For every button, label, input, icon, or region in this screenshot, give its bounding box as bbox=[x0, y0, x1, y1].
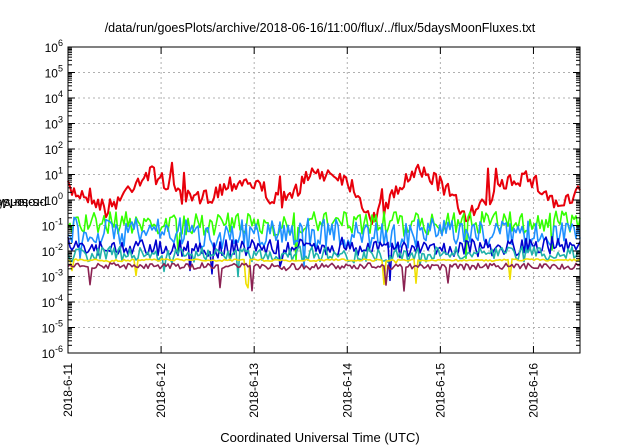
series-line-3 bbox=[67, 216, 581, 269]
series-line-1 bbox=[67, 161, 581, 225]
series-line-6 bbox=[67, 258, 581, 289]
y-tick-label: 104 bbox=[45, 89, 63, 106]
x-tick-label: 2018-6-14 bbox=[340, 363, 354, 418]
y-tick-labels: 10-6 10-5 10-4 10-3 10-2 10-1 100 101 102 103 104 1… bbox=[42, 38, 63, 361]
y-tick-label: 10-6 bbox=[42, 344, 63, 361]
y-tick-label: 101 bbox=[45, 166, 63, 183]
y-tick-label: 10-3 bbox=[42, 268, 63, 285]
y-tick-label: 100 bbox=[45, 191, 63, 208]
series-lines bbox=[67, 161, 581, 292]
axis-ticks bbox=[67, 46, 580, 354]
x-tick-label: 2018-6-12 bbox=[154, 363, 168, 418]
y-tick-label: 10-4 bbox=[42, 293, 63, 310]
x-tick-label: 2018-6-11 bbox=[61, 363, 75, 417]
x-tick-label: 2018-6-13 bbox=[247, 363, 261, 418]
x-tick-label: 2018-6-16 bbox=[526, 363, 540, 418]
y-tick-label: 10-2 bbox=[42, 242, 63, 259]
y-tick-label: 10-1 bbox=[42, 217, 63, 234]
series-line-5 bbox=[67, 245, 581, 278]
series-line-2 bbox=[67, 210, 581, 261]
series-line-4 bbox=[67, 235, 581, 282]
x-axis-label: Coordinated Universal Time (UTC) bbox=[220, 430, 420, 445]
grid-lines bbox=[68, 47, 580, 353]
x-tick-label: 2018-6-15 bbox=[433, 363, 447, 418]
chart-title: /data/run/goesPlots/archive/2018-06-16/1… bbox=[104, 21, 536, 35]
x-tick-labels: 2018-6-11 2018-6-12 2018-6-13 2018-6-14 2018… bbox=[61, 363, 540, 418]
y-tick-label: 10-5 bbox=[42, 319, 63, 336]
y-tick-label: 103 bbox=[45, 115, 63, 132]
y-tick-label: 106 bbox=[45, 38, 63, 55]
series-line-7 bbox=[67, 262, 581, 292]
y-tick-label: 102 bbox=[45, 140, 63, 157]
y-tick-label: 105 bbox=[45, 64, 63, 81]
